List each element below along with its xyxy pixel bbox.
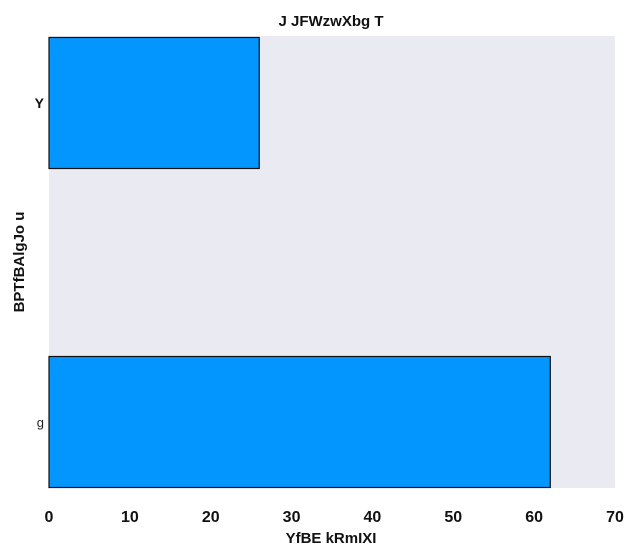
x-tick-label: 40 bbox=[364, 509, 382, 526]
x-axis-ticks: 0 10 20 30 40 50 60 70 bbox=[45, 509, 624, 526]
y-tick-label: g bbox=[37, 415, 44, 430]
x-tick-label: 60 bbox=[525, 509, 543, 526]
x-tick-label: 10 bbox=[121, 509, 139, 526]
x-axis-label: YfBE kRmIXI bbox=[286, 530, 377, 547]
y-axis-label: BPTfBAlgJo u bbox=[11, 212, 28, 313]
y-axis-ticks: Yg bbox=[35, 95, 45, 430]
y-tick-label: Y bbox=[35, 95, 45, 111]
x-tick-label: 20 bbox=[202, 509, 220, 526]
bar-Y bbox=[48, 36, 260, 170]
chart-title: J JFWzwXbg T bbox=[279, 13, 384, 30]
bar-g bbox=[48, 355, 551, 489]
x-tick-label: 50 bbox=[444, 509, 462, 526]
x-tick-label: 70 bbox=[606, 509, 624, 526]
x-tick-label: 30 bbox=[283, 509, 301, 526]
bars-group bbox=[48, 36, 551, 489]
x-tick-label: 0 bbox=[45, 509, 54, 526]
